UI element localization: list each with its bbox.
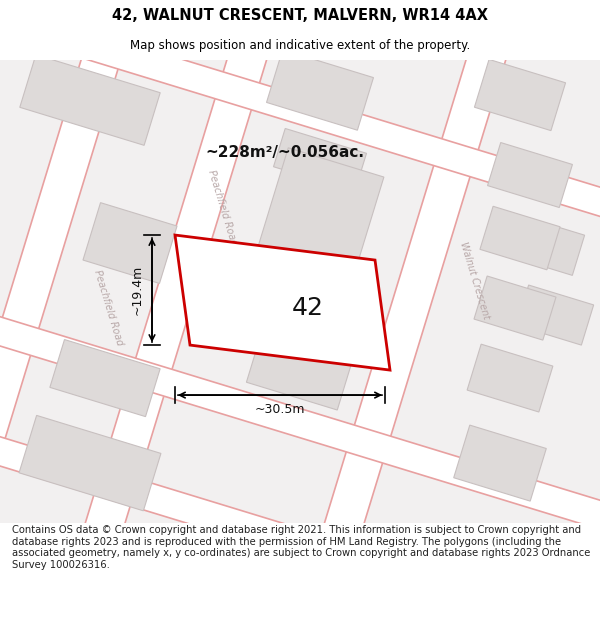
Text: Peachfield Road: Peachfield Road <box>92 269 124 347</box>
Polygon shape <box>454 425 546 501</box>
Text: 42: 42 <box>292 296 323 319</box>
Polygon shape <box>467 344 553 412</box>
Text: Walnut Crescent: Walnut Crescent <box>458 240 491 320</box>
Polygon shape <box>175 235 390 370</box>
Polygon shape <box>83 202 177 284</box>
Polygon shape <box>256 148 384 282</box>
Polygon shape <box>488 142 572 208</box>
Text: Peachfield Road: Peachfield Road <box>206 169 238 247</box>
Polygon shape <box>474 276 556 340</box>
Polygon shape <box>20 55 160 146</box>
Text: ~228m²/~0.056ac.: ~228m²/~0.056ac. <box>205 144 364 159</box>
Polygon shape <box>480 206 560 270</box>
Polygon shape <box>274 129 367 192</box>
Polygon shape <box>247 296 364 410</box>
Polygon shape <box>505 215 584 276</box>
Text: Map shows position and indicative extent of the property.: Map shows position and indicative extent… <box>130 39 470 51</box>
Polygon shape <box>50 339 160 417</box>
Polygon shape <box>266 50 373 130</box>
Polygon shape <box>517 285 593 345</box>
Text: ~19.4m: ~19.4m <box>131 265 143 315</box>
Text: Contains OS data © Crown copyright and database right 2021. This information is : Contains OS data © Crown copyright and d… <box>12 525 590 570</box>
Text: 42, WALNUT CRESCENT, MALVERN, WR14 4AX: 42, WALNUT CRESCENT, MALVERN, WR14 4AX <box>112 8 488 22</box>
Polygon shape <box>19 416 161 511</box>
Text: ~30.5m: ~30.5m <box>255 402 305 416</box>
Polygon shape <box>0 0 574 625</box>
Polygon shape <box>0 3 600 625</box>
Polygon shape <box>0 60 600 523</box>
Polygon shape <box>475 59 566 131</box>
